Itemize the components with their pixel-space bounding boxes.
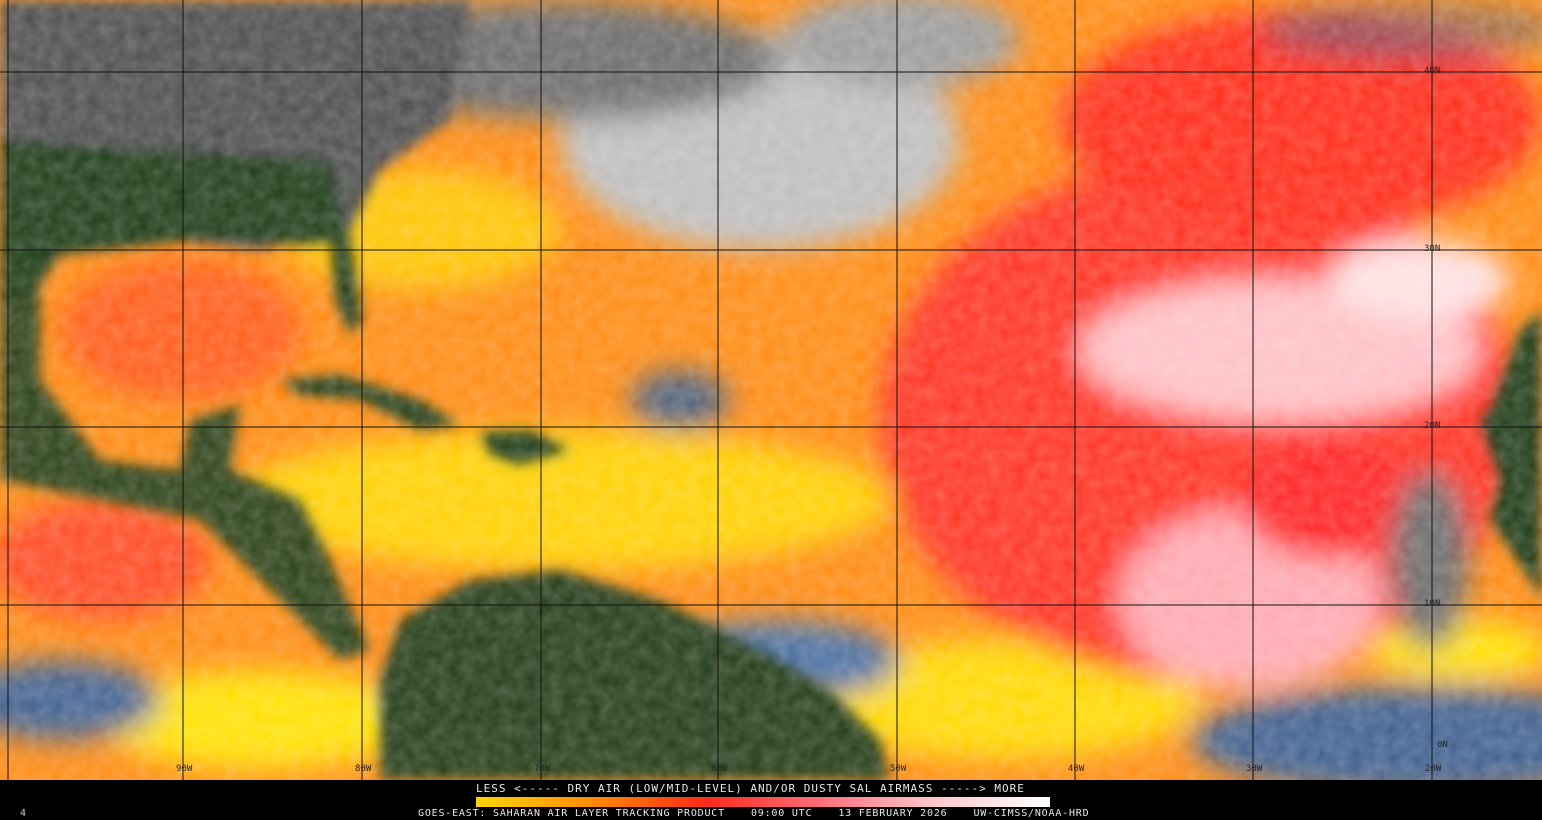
legend-title: LESS <----- DRY AIR (LOW/MID-LEVEL) AND/… xyxy=(476,782,1025,795)
lat-label: 10N xyxy=(1424,599,1441,609)
frame-number: 4 xyxy=(20,808,27,819)
lat-lon-grid xyxy=(0,0,1542,780)
lon-label: 80W xyxy=(355,764,372,774)
lon-label: 60W xyxy=(711,764,728,774)
lon-label: 20W xyxy=(1425,764,1442,774)
lat-label: 20N xyxy=(1424,421,1441,431)
lon-label: 40W xyxy=(1068,764,1085,774)
lon-label: 30W xyxy=(1246,764,1263,774)
legend-color-bar xyxy=(476,797,1050,807)
product-time: 09:00 UTC xyxy=(750,808,813,819)
texture-overlay xyxy=(0,0,1542,780)
lon-label: 90W xyxy=(176,764,193,774)
lon-label: 50W xyxy=(890,764,907,774)
product-name: GOES-EAST: SAHARAN AIR LAYER TRACKING PR… xyxy=(418,808,725,819)
product-footer: GOES-EAST: SAHARAN AIR LAYER TRACKING PR… xyxy=(418,808,1089,820)
lat-label: 30N xyxy=(1424,244,1441,254)
lat-label: 40N xyxy=(1424,66,1441,76)
lon-label: 70W xyxy=(534,764,551,774)
lat-label: 0N xyxy=(1437,740,1448,750)
product-date: 13 FEBRUARY 2026 xyxy=(838,808,948,819)
satellite-map xyxy=(0,0,1542,780)
product-credit: UW-CIMSS/NOAA-HRD xyxy=(973,808,1090,819)
